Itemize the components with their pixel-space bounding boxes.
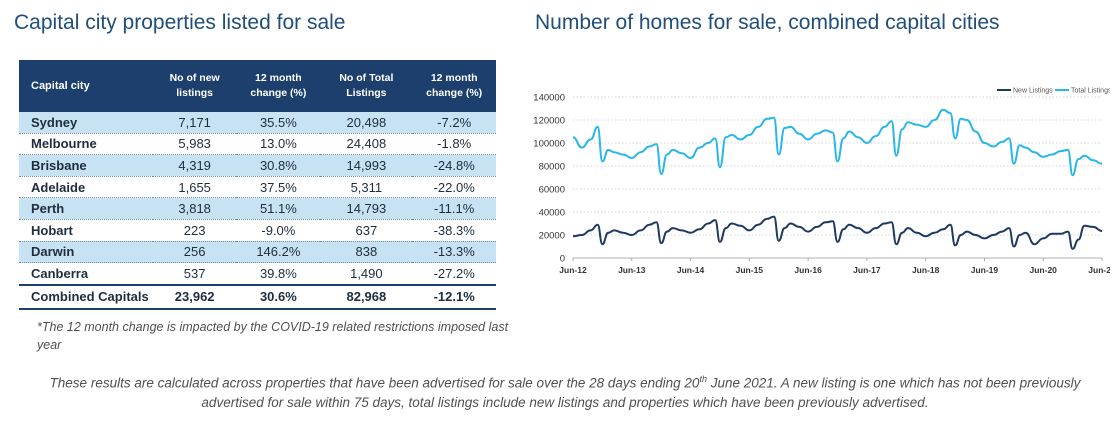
table-row: Hobart 223 -9.0% 637 -38.3% [19, 219, 496, 242]
x-tick-label: Jun-13 [618, 265, 646, 275]
cell-new-change: 51.1% [236, 197, 321, 220]
cell-new-listings: 1,655 [152, 176, 237, 199]
cell-total-change: -11.1% [412, 197, 496, 220]
legend-label: New Listings [1013, 88, 1053, 95]
cell-city: Adelaide [19, 176, 153, 199]
cell-new-change: 30.6% [236, 283, 321, 310]
methodology-note-part2: June 2021. A new listing is one which ha… [201, 375, 1081, 410]
x-tick-label: Jun-14 [677, 265, 705, 275]
cell-total-change: -27.2% [412, 262, 496, 286]
cell-new-listings: 223 [152, 219, 237, 242]
x-tick-label: Jun-16 [794, 265, 822, 275]
cell-new-change: 35.5% [236, 112, 321, 134]
x-tick-label: Jun-17 [853, 265, 881, 275]
table-row: Canberra 537 39.8% 1,490 -27.2% [19, 262, 496, 286]
cell-new-change: -9.0% [236, 219, 321, 242]
x-tick-label: Jun-12 [559, 265, 587, 275]
cell-new-change: 39.8% [236, 262, 321, 286]
table-title: Capital city properties listed for sale [14, 11, 346, 34]
cell-total-change: -12.1% [412, 283, 496, 310]
table-row: Adelaide 1,655 37.5% 5,311 -22.0% [19, 176, 496, 199]
cell-total-change: -22.0% [412, 176, 496, 199]
cell-total-listings: 838 [320, 241, 413, 264]
cell-total-listings: 1,490 [320, 262, 413, 286]
chart-grid [573, 96, 1102, 259]
cell-city: Canberra [19, 262, 153, 286]
cell-city: Combined Capitals [19, 283, 153, 310]
y-tick-label: 140000 [533, 93, 565, 104]
cell-total-change: -7.2% [412, 112, 496, 134]
cell-city: Melbourne [19, 133, 153, 156]
cell-city: Brisbane [19, 154, 153, 177]
cell-new-change: 13.0% [236, 133, 321, 156]
homes-for-sale-line-chart: 020000400006000080000100000120000140000 … [533, 88, 1110, 276]
cell-new-listings: 23,962 [152, 283, 237, 310]
cell-total-listings: 20,498 [320, 112, 413, 134]
table-header-row: Capital city No of new listings 12 month… [19, 60, 496, 112]
x-tick-label: Jun-19 [971, 265, 999, 275]
y-tick-label: 80000 [539, 162, 565, 173]
cell-new-listings: 256 [152, 241, 237, 264]
table-row: Brisbane 4,319 30.8% 14,993 -24.8% [19, 154, 496, 177]
cell-city: Perth [19, 197, 153, 220]
table-total-row: Combined Capitals 23,962 30.6% 82,968 -1… [19, 283, 496, 310]
cell-city: Sydney [19, 112, 153, 134]
cell-city: Hobart [19, 219, 153, 242]
y-tick-label: 100000 [533, 139, 565, 150]
table-row: Sydney 7,171 35.5% 20,498 -7.2% [19, 112, 496, 134]
y-tick-label: 60000 [539, 185, 565, 196]
cell-total-listings: 5,311 [320, 176, 413, 199]
listings-table: Capital city No of new listings 12 month… [19, 60, 496, 310]
new-listings-line [572, 215, 1103, 250]
cell-total-listings: 637 [320, 219, 413, 242]
header-total-change: 12 month change (%) [412, 60, 496, 112]
methodology-note: These results are calculated across prop… [30, 370, 1100, 412]
cell-city: Darwin [19, 241, 153, 264]
y-tick-label: 0 [560, 254, 565, 265]
x-axis-ticks: Jun-12 Jun-13 Jun-14 Jun-15 Jun-16 Jun-17 Jun-… [559, 258, 1110, 275]
cell-total-change: -13.3% [412, 241, 496, 264]
cell-new-listings: 3,818 [152, 197, 237, 220]
table-row: Darwin 256 146.2% 838 -13.3% [19, 241, 496, 264]
cell-new-listings: 7,171 [152, 112, 237, 134]
cell-new-change: 37.5% [236, 176, 321, 199]
x-tick-label: Jun-18 [912, 265, 940, 275]
chart-series [572, 108, 1103, 250]
y-tick-label: 40000 [539, 208, 565, 219]
methodology-note-part1: These results are calculated across prop… [49, 375, 700, 391]
cell-total-listings: 24,408 [320, 133, 413, 156]
table-row: Perth 3,818 51.1% 14,793 -11.1% [19, 197, 496, 220]
footnote: *The 12 month change is impacted by the … [37, 320, 509, 352]
methodology-note-sup: th [699, 374, 707, 384]
x-tick-label: Jun-20 [1030, 265, 1058, 275]
cell-total-change: -24.8% [412, 154, 496, 177]
cell-new-change: 30.8% [236, 154, 321, 177]
total-listings-line [572, 108, 1103, 177]
y-axis-ticks: 0 20000 40000 60000 80000 100000 120000 140000 [533, 93, 565, 265]
header-new-listings: No of new listings [152, 60, 237, 112]
cell-total-change: -1.8% [412, 133, 496, 156]
x-tick-label: Jun-21 [1088, 265, 1110, 275]
cell-new-listings: 4,319 [152, 154, 237, 177]
cell-total-listings: 82,968 [320, 283, 413, 310]
header-total-listings: No of Total Listings [320, 60, 413, 112]
chart-legend: New Listings Total Listings [997, 88, 1110, 95]
chart-title: Number of homes for sale, combined capit… [535, 11, 1000, 34]
cell-new-change: 146.2% [236, 241, 321, 264]
cell-new-listings: 5,983 [152, 133, 237, 156]
table-row: Melbourne 5,983 13.0% 24,408 -1.8% [19, 133, 496, 156]
cell-total-listings: 14,993 [320, 154, 413, 177]
y-tick-label: 120000 [533, 116, 565, 127]
cell-new-listings: 537 [152, 262, 237, 286]
y-tick-label: 20000 [539, 231, 565, 242]
header-capital-city: Capital city [19, 60, 153, 112]
cell-total-listings: 14,793 [320, 197, 413, 220]
x-tick-label: Jun-15 [736, 265, 764, 275]
cell-total-change: -38.3% [412, 219, 496, 242]
legend-label: Total Listings [1071, 88, 1110, 95]
header-new-change: 12 month change (%) [236, 60, 321, 112]
